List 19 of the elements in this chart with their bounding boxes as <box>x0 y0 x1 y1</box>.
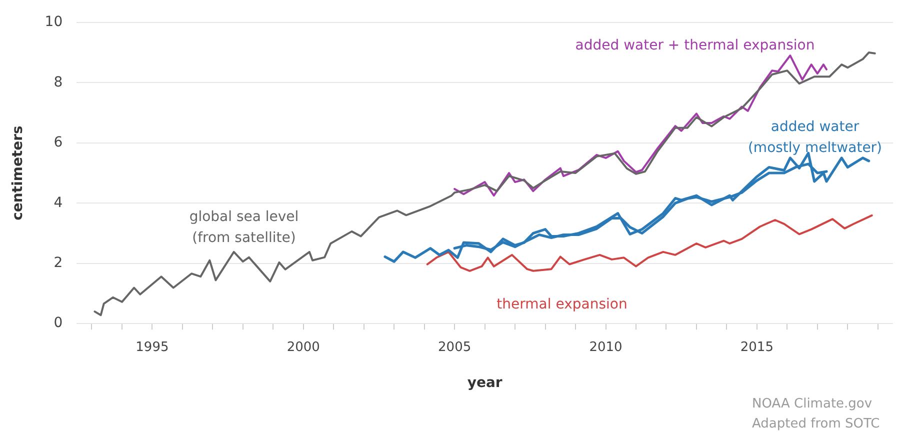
y-tick-label: 4 <box>54 194 63 211</box>
text: Adapted from SOTC <box>752 416 880 432</box>
y-tick-label: 10 <box>44 14 63 30</box>
x-tick-label: 2000 <box>286 340 320 355</box>
x-axis-title: year <box>467 375 502 392</box>
series-label: added water (mostly meltwater) <box>748 119 882 156</box>
x-tick-label: 1995 <box>136 340 169 355</box>
x-tick-label: 2010 <box>589 340 622 355</box>
text: NOAA Climate.gov <box>752 396 872 412</box>
series-label: added water + thermal expansion <box>575 38 815 54</box>
series-label: global sea level (from satellite) <box>189 209 299 246</box>
x-tick-label: 2005 <box>438 340 472 355</box>
y-axis-title: centimeters <box>10 126 26 220</box>
text: thermal expansion <box>496 296 628 313</box>
x-tick-label: 2015 <box>740 340 774 355</box>
y-tick-label: 2 <box>54 255 63 271</box>
y-tick-label: 8 <box>54 74 63 90</box>
y-tick-label: 0 <box>54 315 63 332</box>
y-tick-label: 6 <box>54 134 63 151</box>
